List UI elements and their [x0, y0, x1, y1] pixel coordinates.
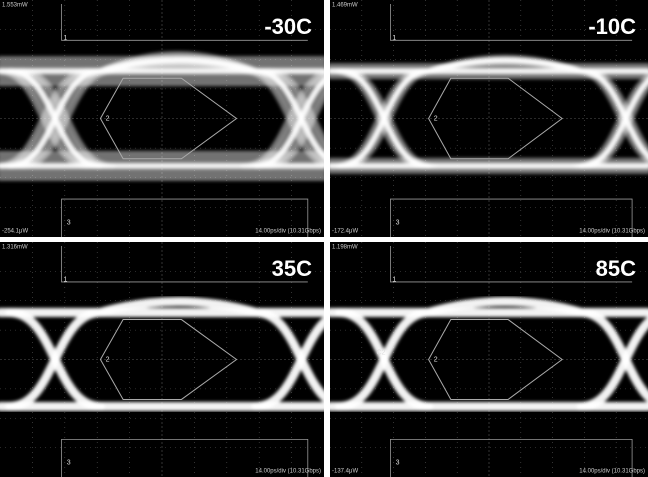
- channel-marker: 3: [67, 460, 71, 467]
- channel-marker: 3: [396, 220, 400, 227]
- scope-panel: 85C 1.198mW -137.4μW 14.00ps/div (10.31Gbps…: [330, 242, 648, 477]
- channel-marker: 1: [64, 276, 68, 283]
- channel-marker: 1: [392, 35, 396, 42]
- channel-marker: 2: [434, 356, 438, 363]
- channel-marker: 3: [67, 220, 71, 227]
- channel-marker: 1: [392, 276, 396, 283]
- eye-diagram-grid: -30C 1.553mW -254.1μW 14.00ps/div (10.31Gbp…: [0, 0, 648, 477]
- top-readout: 1.198mW: [332, 245, 358, 251]
- timebase: 14.00ps/div (10.31Gbps): [255, 469, 321, 475]
- bottom-readout: -172.4μW: [332, 229, 358, 235]
- top-readout: 1.553mW: [2, 3, 28, 9]
- temperature-label: -30C: [264, 14, 312, 39]
- channel-marker: 2: [106, 115, 110, 122]
- channel-marker: C2: [377, 349, 386, 356]
- temperature-label: 85C: [596, 256, 636, 281]
- top-readout: 1.316mW: [2, 245, 28, 251]
- timebase: 14.00ps/div (10.31Gbps): [255, 229, 321, 235]
- timebase: 14.00ps/div (10.31Gbps): [579, 229, 645, 235]
- channel-marker: 1: [64, 35, 68, 42]
- temperature-label: -10C: [588, 14, 636, 39]
- top-readout: 1.469mW: [332, 3, 358, 9]
- channel-marker: 2: [106, 356, 110, 363]
- channel-marker: 3: [396, 460, 400, 467]
- scope-panel: -30C 1.553mW -254.1μW 14.00ps/div (10.31Gbp…: [0, 0, 359, 237]
- scope-panel: 35C 1.316mW 14.00ps/div (10.31Gbps) 1 2 3: [0, 242, 347, 477]
- bottom-readout: -137.4μW: [332, 469, 358, 475]
- bottom-readout: -254.1μW: [2, 229, 28, 235]
- channel-marker: 2: [434, 115, 438, 122]
- scope-panel: -10C 1.469mW -172.4μW 14.00ps/div (10.31Gbp…: [330, 0, 648, 237]
- timebase: 14.00ps/div (10.31Gbps): [579, 469, 645, 475]
- temperature-label: 35C: [272, 256, 312, 281]
